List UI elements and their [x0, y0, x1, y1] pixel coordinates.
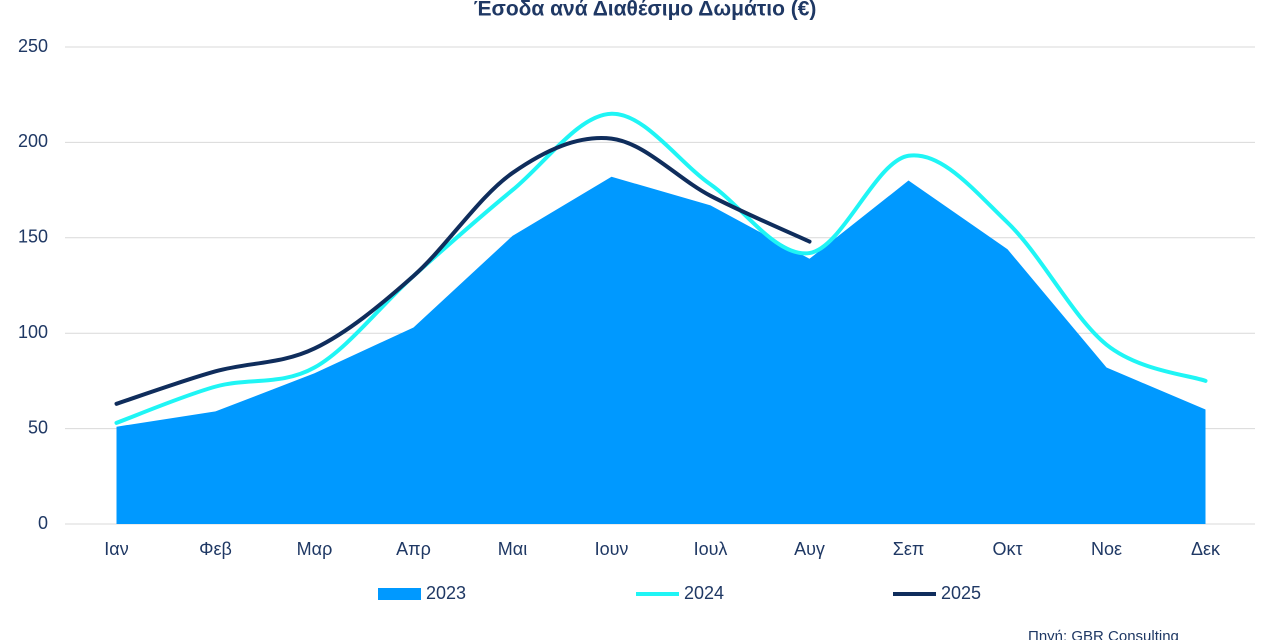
legend-label: 2023 — [426, 583, 466, 603]
legend-label: 2024 — [684, 583, 724, 603]
legend-label: 2025 — [941, 583, 981, 603]
y-tick-label: 200 — [18, 131, 48, 151]
chart-title: Έσοδα ανά Διαθέσιμο Δωμάτιο (€) — [474, 0, 817, 21]
area — [116, 176, 1206, 524]
legend-swatch — [378, 588, 421, 600]
x-tick-label: Μαρ — [297, 539, 333, 559]
y-tick-label: 150 — [18, 227, 48, 247]
x-tick-label: Σεπ — [893, 539, 925, 559]
y-tick-label: 0 — [38, 513, 48, 533]
x-tick-label: Αυγ — [794, 539, 825, 559]
x-tick-label: Φεβ — [199, 539, 232, 559]
y-tick-label: 100 — [18, 322, 48, 342]
x-tick-label: Νοε — [1091, 539, 1122, 559]
x-tick-label: Μαι — [498, 539, 527, 559]
source-note: Πηγή: GBR Consulting — [1028, 628, 1179, 640]
y-tick-label: 250 — [18, 36, 48, 56]
x-tick-label: Ιαν — [104, 539, 128, 559]
x-tick-label: Ιουν — [595, 539, 629, 559]
x-tick-label: Ιουλ — [694, 539, 728, 559]
x-tick-label: Οκτ — [992, 539, 1022, 559]
x-tick-label: Απρ — [396, 539, 431, 559]
line — [114, 111, 1208, 425]
line — [114, 136, 812, 406]
x-tick-label: Δεκ — [1191, 539, 1221, 559]
y-tick-label: 50 — [28, 417, 48, 437]
